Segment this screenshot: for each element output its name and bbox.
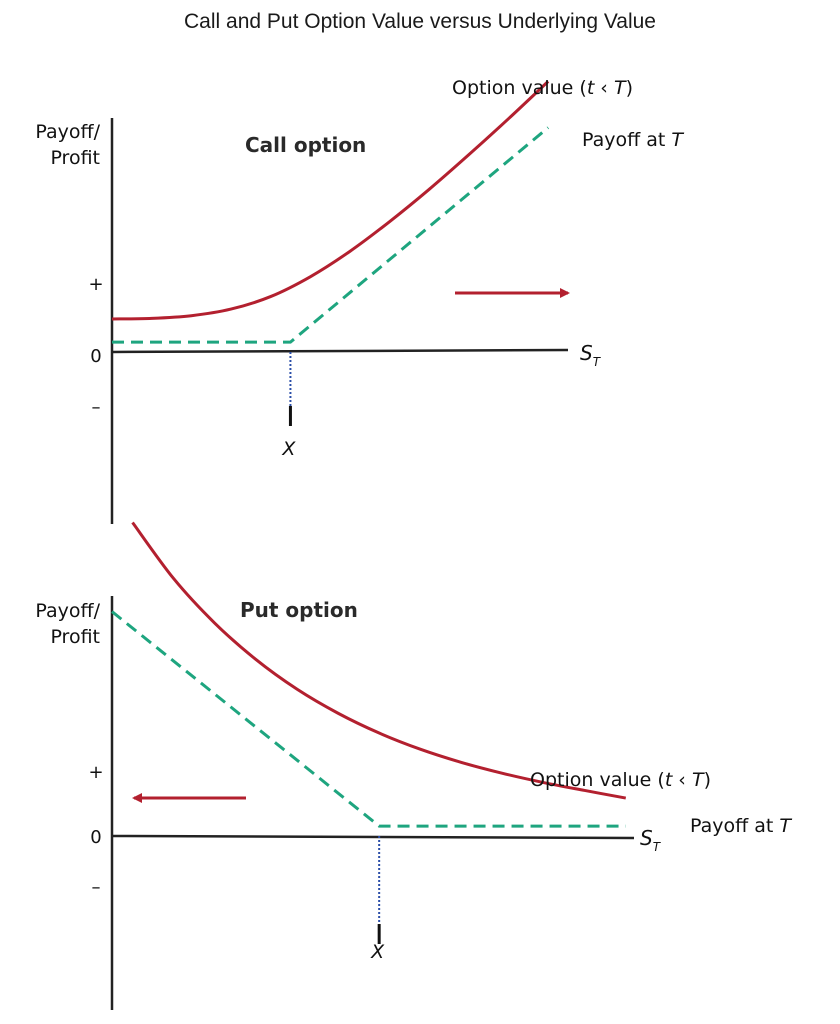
call-xlabel: ST <box>580 341 602 369</box>
put-x-axis <box>111 834 635 840</box>
put-ytick-2: – <box>92 877 101 898</box>
call-x-axis <box>111 348 569 354</box>
put-xlabel: ST <box>640 826 662 854</box>
figure-title: Call and Put Option Value versus Underly… <box>184 10 656 33</box>
put-series-payoff <box>111 610 626 828</box>
call-series-payoff <box>112 126 550 344</box>
call-ylabel-line1: Payoff/ <box>35 121 100 143</box>
call-strike-label: X <box>281 438 296 460</box>
put-ytick-0: + <box>88 762 103 783</box>
call-ytick-0: + <box>88 274 103 295</box>
put-ylabel-line2: Profit <box>50 626 100 648</box>
put-ylabel-line1: Payoff/ <box>35 600 100 622</box>
call-ylabel-line2: Profit <box>50 147 100 169</box>
call-ytick-2: – <box>92 397 101 418</box>
put-strike-label: X <box>370 941 385 963</box>
call-panel-label: Call option <box>245 133 366 157</box>
put-series-option-value <box>131 521 627 800</box>
call-label-option-value: Option value (t ‹ T) <box>452 77 633 99</box>
call-label-payoff: Payoff at T <box>582 129 684 151</box>
put-label-option-value: Option value (t ‹ T) <box>530 769 711 791</box>
put-label-payoff: Payoff at T <box>690 815 792 837</box>
put-ytick-1: 0 <box>90 827 101 848</box>
put-panel-label: Put option <box>240 598 358 622</box>
call-ytick-1: 0 <box>90 346 101 367</box>
call-series-option-value <box>111 80 550 321</box>
